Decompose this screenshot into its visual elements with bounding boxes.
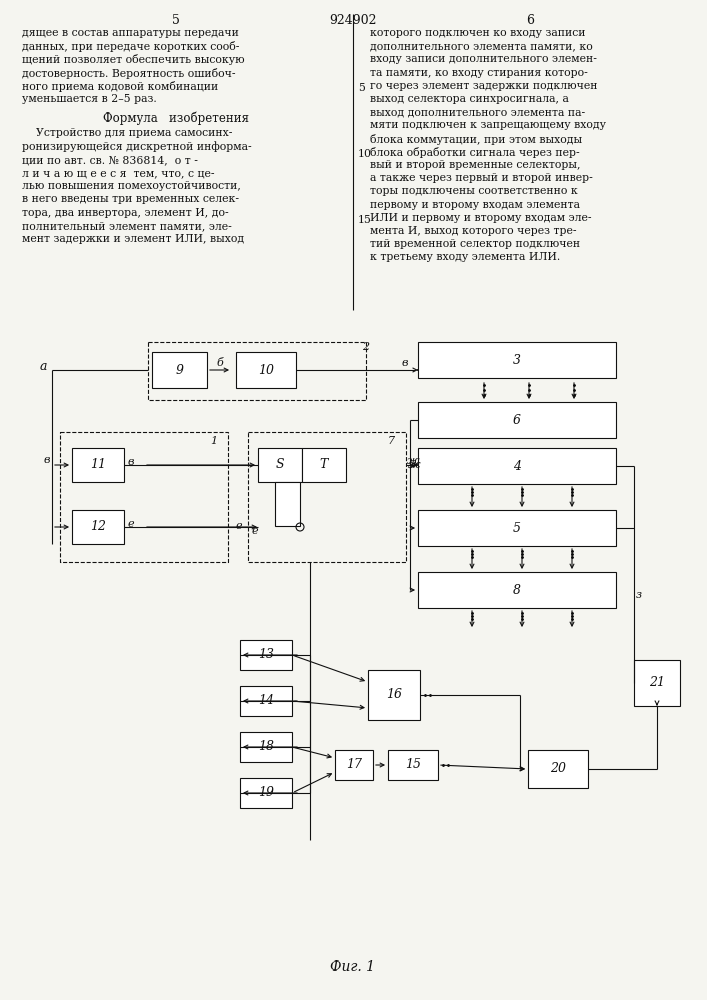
Text: ж: ж xyxy=(407,456,420,466)
Text: 18: 18 xyxy=(258,740,274,754)
Text: выход дополнительного элемента па-: выход дополнительного элемента па- xyxy=(370,107,585,117)
Text: входу записи дополнительного элемен-: входу записи дополнительного элемен- xyxy=(370,54,597,64)
Text: 15: 15 xyxy=(405,758,421,772)
Text: 14: 14 xyxy=(258,694,274,708)
Text: достоверность. Вероятность ошибоч-: достоверность. Вероятность ошибоч- xyxy=(22,68,235,79)
Text: дополнительного элемента памяти, ко: дополнительного элемента памяти, ко xyxy=(370,41,592,51)
Text: 12: 12 xyxy=(90,520,106,534)
Text: к третьему входу элемента ИЛИ.: к третьему входу элемента ИЛИ. xyxy=(370,252,560,262)
Text: выход селектора синхросигнала, а: выход селектора синхросигнала, а xyxy=(370,94,569,104)
Text: 7: 7 xyxy=(388,436,395,446)
Text: тора, два инвертора, элемент И, до-: тора, два инвертора, элемент И, до- xyxy=(22,208,228,218)
Text: 13: 13 xyxy=(258,648,274,662)
Text: 15: 15 xyxy=(358,215,372,225)
Text: в: в xyxy=(44,455,50,465)
Text: л и ч а ю щ е е с я  тем, что, с це-: л и ч а ю щ е е с я тем, что, с це- xyxy=(22,168,214,178)
Text: вый и второй временные селекторы,: вый и второй временные селекторы, xyxy=(370,160,580,170)
Text: ж: ж xyxy=(408,460,421,470)
Bar xyxy=(240,732,292,762)
Text: 20: 20 xyxy=(550,762,566,776)
Text: которого подключен ко входу записи: которого подключен ко входу записи xyxy=(370,28,585,38)
Text: а: а xyxy=(40,360,47,373)
Bar xyxy=(302,448,346,482)
Text: Формула   изобретения: Формула изобретения xyxy=(103,111,249,125)
Text: ронизирующейся дискретной информа-: ронизирующейся дискретной информа- xyxy=(22,142,252,152)
Bar xyxy=(388,750,438,780)
Text: е: е xyxy=(252,526,259,536)
Text: дящее в состав аппаратуры передачи: дящее в состав аппаратуры передачи xyxy=(22,28,239,38)
Text: уменьшается в 2–5 раз.: уменьшается в 2–5 раз. xyxy=(22,94,157,104)
Text: блока обработки сигнала через пер-: блока обработки сигнала через пер- xyxy=(370,147,580,158)
Text: 5: 5 xyxy=(513,522,521,534)
Text: торы подключены соответственно к: торы подключены соответственно к xyxy=(370,186,578,196)
Text: 5: 5 xyxy=(172,14,180,27)
Text: Устройство для приема самосинх-: Устройство для приема самосинх- xyxy=(22,128,233,138)
Bar xyxy=(240,640,292,670)
Text: блока коммутации, при этом выходы: блока коммутации, при этом выходы xyxy=(370,134,582,145)
Text: S: S xyxy=(276,458,284,472)
Bar xyxy=(275,482,300,526)
Text: тий временной селектор подключен: тий временной селектор подключен xyxy=(370,239,580,249)
Bar xyxy=(72,510,124,544)
Text: в: в xyxy=(128,457,134,467)
Text: з: з xyxy=(636,590,642,600)
Text: б: б xyxy=(216,358,223,368)
Bar xyxy=(528,750,588,788)
Bar xyxy=(418,572,616,608)
Text: 10: 10 xyxy=(358,149,372,159)
Bar xyxy=(248,432,406,562)
Text: 16: 16 xyxy=(386,688,402,702)
Bar xyxy=(60,432,228,562)
Text: мента И, выход которого через тре-: мента И, выход которого через тре- xyxy=(370,226,576,236)
Text: ного приема кодовой комбинации: ного приема кодовой комбинации xyxy=(22,81,218,92)
Text: лью повышения помехоустойчивости,: лью повышения помехоустойчивости, xyxy=(22,181,241,191)
Text: е: е xyxy=(236,521,243,531)
Text: первому и второму входам элемента: первому и второму входам элемента xyxy=(370,200,580,210)
Text: 1: 1 xyxy=(210,436,217,446)
Text: данных, при передаче коротких сооб-: данных, при передаче коротких сооб- xyxy=(22,41,240,52)
Text: 2: 2 xyxy=(362,342,369,352)
Text: е: е xyxy=(128,519,134,529)
Text: 6: 6 xyxy=(513,414,521,426)
Text: 11: 11 xyxy=(90,458,106,472)
Bar xyxy=(152,352,207,388)
Text: 9: 9 xyxy=(175,363,184,376)
Bar xyxy=(240,778,292,808)
Bar xyxy=(236,352,296,388)
Bar xyxy=(418,510,616,546)
Text: полнительный элемент памяти, эле-: полнительный элемент памяти, эле- xyxy=(22,221,232,231)
Text: ции по авт. св. № 836814,  о т -: ции по авт. св. № 836814, о т - xyxy=(22,155,198,165)
Text: 10: 10 xyxy=(258,363,274,376)
Text: а также через первый и второй инвер-: а также через первый и второй инвер- xyxy=(370,173,592,183)
Text: ИЛИ и первому и второму входам эле-: ИЛИ и первому и второму входам эле- xyxy=(370,213,592,223)
Bar xyxy=(368,670,420,720)
Text: 6: 6 xyxy=(526,14,534,27)
Bar xyxy=(418,448,616,484)
Bar xyxy=(418,402,616,438)
Bar xyxy=(148,342,366,400)
Text: 5: 5 xyxy=(358,83,365,93)
Text: щений позволяет обеспечить высокую: щений позволяет обеспечить высокую xyxy=(22,54,245,65)
Text: T: T xyxy=(320,458,328,472)
Text: в: в xyxy=(402,358,409,368)
Text: 3: 3 xyxy=(513,354,521,366)
Text: мент задержки и элемент ИЛИ, выход: мент задержки и элемент ИЛИ, выход xyxy=(22,234,244,244)
Text: 17: 17 xyxy=(346,758,362,772)
Bar xyxy=(72,448,124,482)
Text: 21: 21 xyxy=(649,676,665,690)
Text: мяти подключен к запрещающему входу: мяти подключен к запрещающему входу xyxy=(370,120,606,130)
Text: в него введены три временных селек-: в него введены три временных селек- xyxy=(22,194,239,204)
Bar xyxy=(258,448,302,482)
Bar xyxy=(418,342,616,378)
Text: Фиг. 1: Фиг. 1 xyxy=(330,960,375,974)
Bar xyxy=(240,686,292,716)
Text: го через элемент задержки подключен: го через элемент задержки подключен xyxy=(370,81,597,91)
Text: 19: 19 xyxy=(258,786,274,800)
Text: та памяти, ко входу стирания которо-: та памяти, ко входу стирания которо- xyxy=(370,68,588,78)
Bar xyxy=(335,750,373,780)
Bar xyxy=(634,660,680,706)
Text: 924902: 924902 xyxy=(329,14,377,27)
Text: 4: 4 xyxy=(513,460,521,473)
Text: 8: 8 xyxy=(513,584,521,596)
